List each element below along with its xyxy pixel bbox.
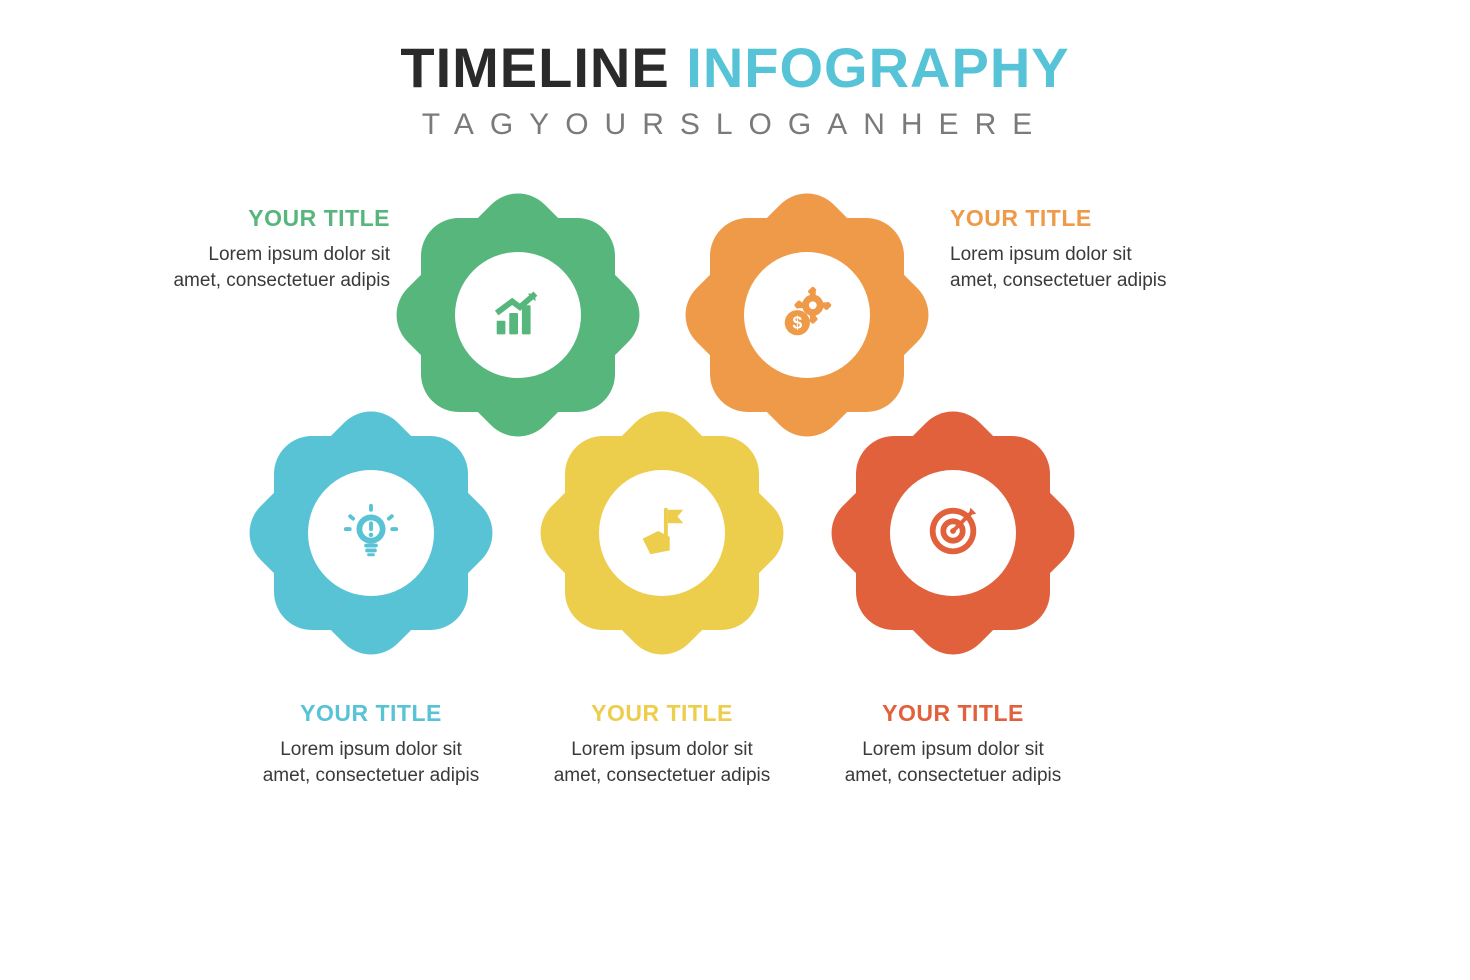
text-block-orange: YOUR TITLE Lorem ipsum dolor sit amet, c…	[950, 205, 1180, 293]
text-block-cyan: YOUR TITLE Lorem ipsum dolor sit amet, c…	[256, 700, 486, 788]
item-title: YOUR TITLE	[547, 700, 777, 727]
item-title: YOUR TITLE	[950, 205, 1180, 232]
badge-circle	[599, 470, 725, 596]
item-title: YOUR TITLE	[160, 205, 390, 232]
text-block-red: YOUR TITLE Lorem ipsum dolor sit amet, c…	[838, 700, 1068, 788]
badge-cyan	[256, 418, 486, 648]
badge-circle	[308, 470, 434, 596]
item-body: Lorem ipsum dolor sit amet, consectetuer…	[547, 737, 777, 788]
badge-green	[403, 200, 633, 430]
badge-yellow	[547, 418, 777, 648]
chart-up-icon	[487, 282, 549, 349]
text-block-yellow: YOUR TITLE Lorem ipsum dolor sit amet, c…	[547, 700, 777, 788]
badge-circle: $	[744, 252, 870, 378]
badge-circle	[455, 252, 581, 378]
svg-text:$: $	[792, 312, 802, 332]
lightbulb-icon	[340, 500, 402, 567]
target-icon	[922, 500, 984, 567]
badge-orange: $	[692, 200, 922, 430]
item-body: Lorem ipsum dolor sit amet, consectetuer…	[838, 737, 1068, 788]
item-body: Lorem ipsum dolor sit amet, consectetuer…	[950, 242, 1180, 293]
infographic-stage: YOUR TITLE Lorem ipsum dolor sit amet, c…	[0, 0, 1470, 980]
item-title: YOUR TITLE	[256, 700, 486, 727]
badge-red	[838, 418, 1068, 648]
item-body: Lorem ipsum dolor sit amet, consectetuer…	[256, 737, 486, 788]
flag-hand-icon	[631, 500, 693, 567]
item-title: YOUR TITLE	[838, 700, 1068, 727]
text-block-green: YOUR TITLE Lorem ipsum dolor sit amet, c…	[160, 205, 390, 293]
money-gear-icon: $	[776, 282, 838, 349]
item-body: Lorem ipsum dolor sit amet, consectetuer…	[160, 242, 390, 293]
badge-circle	[890, 470, 1016, 596]
